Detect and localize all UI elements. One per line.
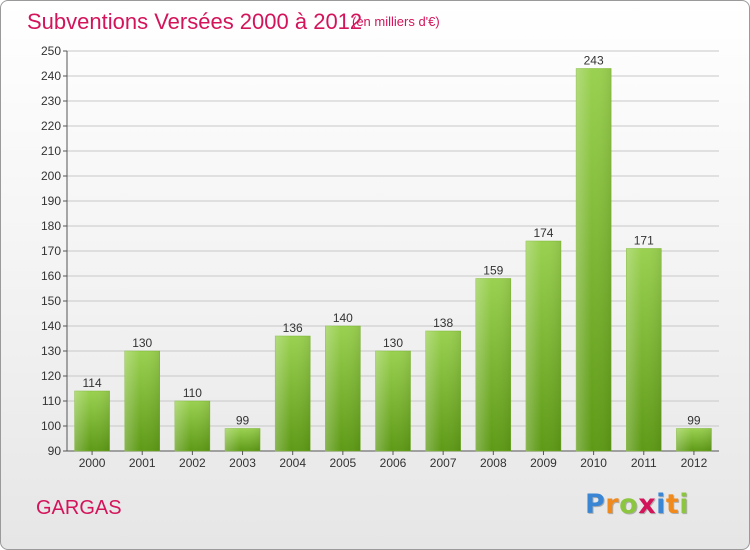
x-tick-label: 2010 <box>580 456 607 470</box>
bar-shine <box>676 428 712 451</box>
chart-title: Subventions Versées 2000 à 2012 <box>27 9 363 34</box>
data-label: 114 <box>83 376 102 390</box>
bar-shine <box>576 68 612 451</box>
x-tick-label: 2008 <box>480 456 507 470</box>
bar-shine <box>124 351 160 451</box>
logo-letter: x <box>638 489 657 520</box>
logo-letter: t <box>665 489 680 520</box>
bar-shine <box>174 401 210 451</box>
x-tick-label: 2007 <box>430 456 457 470</box>
y-tick-label: 190 <box>41 194 61 208</box>
data-label: 140 <box>333 311 353 325</box>
x-tick-label: 2006 <box>380 456 407 470</box>
data-label: 130 <box>383 336 403 350</box>
y-tick-label: 250 <box>41 44 61 58</box>
bar-shine <box>626 248 662 451</box>
data-label: 243 <box>584 54 604 68</box>
data-label: 159 <box>483 264 503 278</box>
y-tick-label: 110 <box>42 394 61 408</box>
logo-letter: P <box>585 489 606 520</box>
data-label: 171 <box>634 234 654 248</box>
y-tick-label: 240 <box>41 69 61 83</box>
bar-shine <box>325 326 361 451</box>
y-tick-label: 210 <box>41 144 61 158</box>
data-label: 174 <box>533 226 553 240</box>
data-label: 130 <box>132 336 152 350</box>
x-tick-label: 2012 <box>681 456 708 470</box>
y-tick-label: 170 <box>41 244 61 258</box>
y-tick-label: 230 <box>41 94 61 108</box>
logo-letter: o <box>619 489 639 520</box>
data-label: 99 <box>236 414 250 428</box>
y-tick-label: 100 <box>41 419 61 433</box>
x-tick-label: 2009 <box>530 456 557 470</box>
data-label: 136 <box>283 321 303 335</box>
y-tick-label: 130 <box>41 344 61 358</box>
bar-shine <box>74 391 110 451</box>
logo-letter: i <box>656 489 666 520</box>
y-tick-label: 150 <box>41 294 61 308</box>
x-tick-label: 2004 <box>279 456 306 470</box>
chart-subtitle: (en milliers d'€) <box>352 14 440 29</box>
y-tick-label: 160 <box>41 269 61 283</box>
bar-shine <box>475 278 511 451</box>
x-tick-label: 2003 <box>229 456 256 470</box>
proxiti-logo[interactable]: Proxiti <box>585 489 689 520</box>
city-name: GARGAS <box>36 497 122 519</box>
y-tick-label: 200 <box>41 169 61 183</box>
data-label: 99 <box>687 414 701 428</box>
y-tick-label: 140 <box>41 319 61 333</box>
y-tick-label: 180 <box>41 219 61 233</box>
y-tick-label: 220 <box>41 119 61 133</box>
logo-letter: r <box>605 489 620 520</box>
logo-letter: i <box>679 489 690 520</box>
bar-shine <box>375 351 411 451</box>
x-tick-label: 2011 <box>631 456 657 470</box>
x-tick-label: 2000 <box>79 456 106 470</box>
bar-shine <box>275 336 311 451</box>
bar-shine <box>225 428 261 451</box>
data-label: 138 <box>433 316 453 330</box>
data-label: 110 <box>183 386 202 400</box>
x-tick-label: 2002 <box>179 456 206 470</box>
bar-shine <box>525 241 561 451</box>
x-tick-label: 2001 <box>129 456 156 470</box>
y-tick-label: 120 <box>41 369 61 383</box>
bar-shine <box>425 331 461 451</box>
y-tick-label: 90 <box>48 444 62 458</box>
x-tick-label: 2005 <box>329 456 356 470</box>
